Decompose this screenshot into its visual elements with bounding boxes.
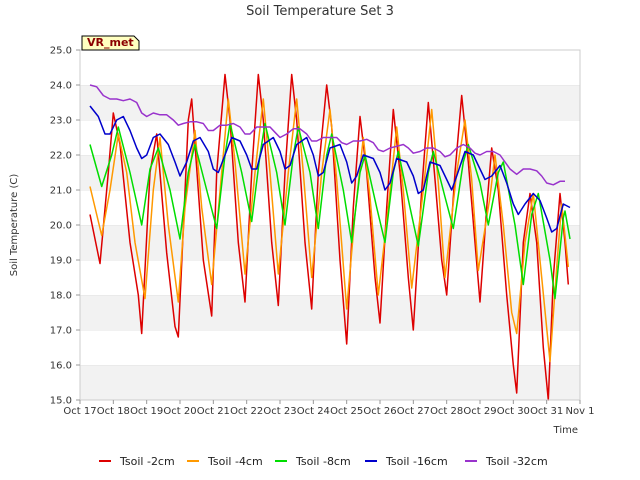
grid-band <box>80 295 580 330</box>
y-tick-label: 22.0 <box>50 151 72 162</box>
x-tick-label: Oct 30 <box>497 406 530 417</box>
y-axis-ticks: 15.0 16.0 17.0 18.0 19.0 20.0 21.0 22.0 23.0 24.0… <box>50 46 80 407</box>
series-line-4 <box>89 105 571 233</box>
y-tick-label: 15.0 <box>50 396 72 407</box>
x-tick-label: Oct 28 <box>430 406 463 417</box>
x-tick-label: Oct 24 <box>297 406 330 417</box>
x-tick-label: Oct 21 <box>197 406 230 417</box>
grid-band <box>80 330 580 365</box>
x-tick-label: Oct 25 <box>330 406 363 417</box>
chart-title: Soil Temperature Set 3 <box>246 4 394 19</box>
x-axis-label: Time <box>553 425 578 436</box>
series-line-3 <box>89 122 571 300</box>
legend-label: Tsoil -2cm <box>119 455 175 468</box>
y-tick-label: 24.0 <box>50 81 72 92</box>
y-tick-label: 16.0 <box>50 361 72 372</box>
x-tick-label: Oct 17 <box>63 406 96 417</box>
y-tick-label: 19.0 <box>50 256 72 267</box>
legend-label: Tsoil -8cm <box>295 455 351 468</box>
x-tick-label: Oct 31 <box>530 406 563 417</box>
x-tick-label: Oct 19 <box>130 406 163 417</box>
x-tick-label: Oct 23 <box>263 406 296 417</box>
x-tick-label: Oct 22 <box>230 406 263 417</box>
x-axis-ticks: Oct 17 Oct 18 Oct 19 Oct 20 Oct 21 Oct 22 Oct … <box>63 400 595 417</box>
station-label-box: VR_met <box>81 35 140 51</box>
station-label: VR_met <box>87 36 134 49</box>
plot-background <box>80 49 580 400</box>
grid-band <box>80 190 580 225</box>
x-tick-label: Oct 18 <box>97 406 130 417</box>
legend: Tsoil -2cm Tsoil -4cm Tsoil -8cm Tsoil -16c… <box>99 455 548 468</box>
x-tick-label: Oct 27 <box>397 406 430 417</box>
y-tick-label: 20.0 <box>50 221 72 232</box>
series-lines <box>89 73 571 401</box>
legend-label: Tsoil -4cm <box>207 455 263 468</box>
y-tick-label: 23.0 <box>50 116 72 127</box>
x-tick-label: Oct 20 <box>163 406 196 417</box>
series-line-5 <box>89 84 565 186</box>
x-tick-label: Oct 26 <box>363 406 396 417</box>
grid-band <box>80 260 580 295</box>
x-tick-label: Nov 1 <box>565 406 594 417</box>
grid-band <box>80 225 580 260</box>
grid-band <box>80 50 580 85</box>
series-line-1 <box>89 73 570 401</box>
y-tick-label: 21.0 <box>50 186 72 197</box>
y-axis-label: Soil Temperature (C) <box>9 174 20 277</box>
y-tick-label: 25.0 <box>50 46 72 57</box>
legend-label: Tsoil -32cm <box>485 455 548 468</box>
grid-band <box>80 365 580 400</box>
y-tick-label: 18.0 <box>50 291 72 302</box>
x-tick-label: Oct 29 <box>463 406 496 417</box>
legend-label: Tsoil -16cm <box>385 455 448 468</box>
y-tick-label: 17.0 <box>50 326 72 337</box>
